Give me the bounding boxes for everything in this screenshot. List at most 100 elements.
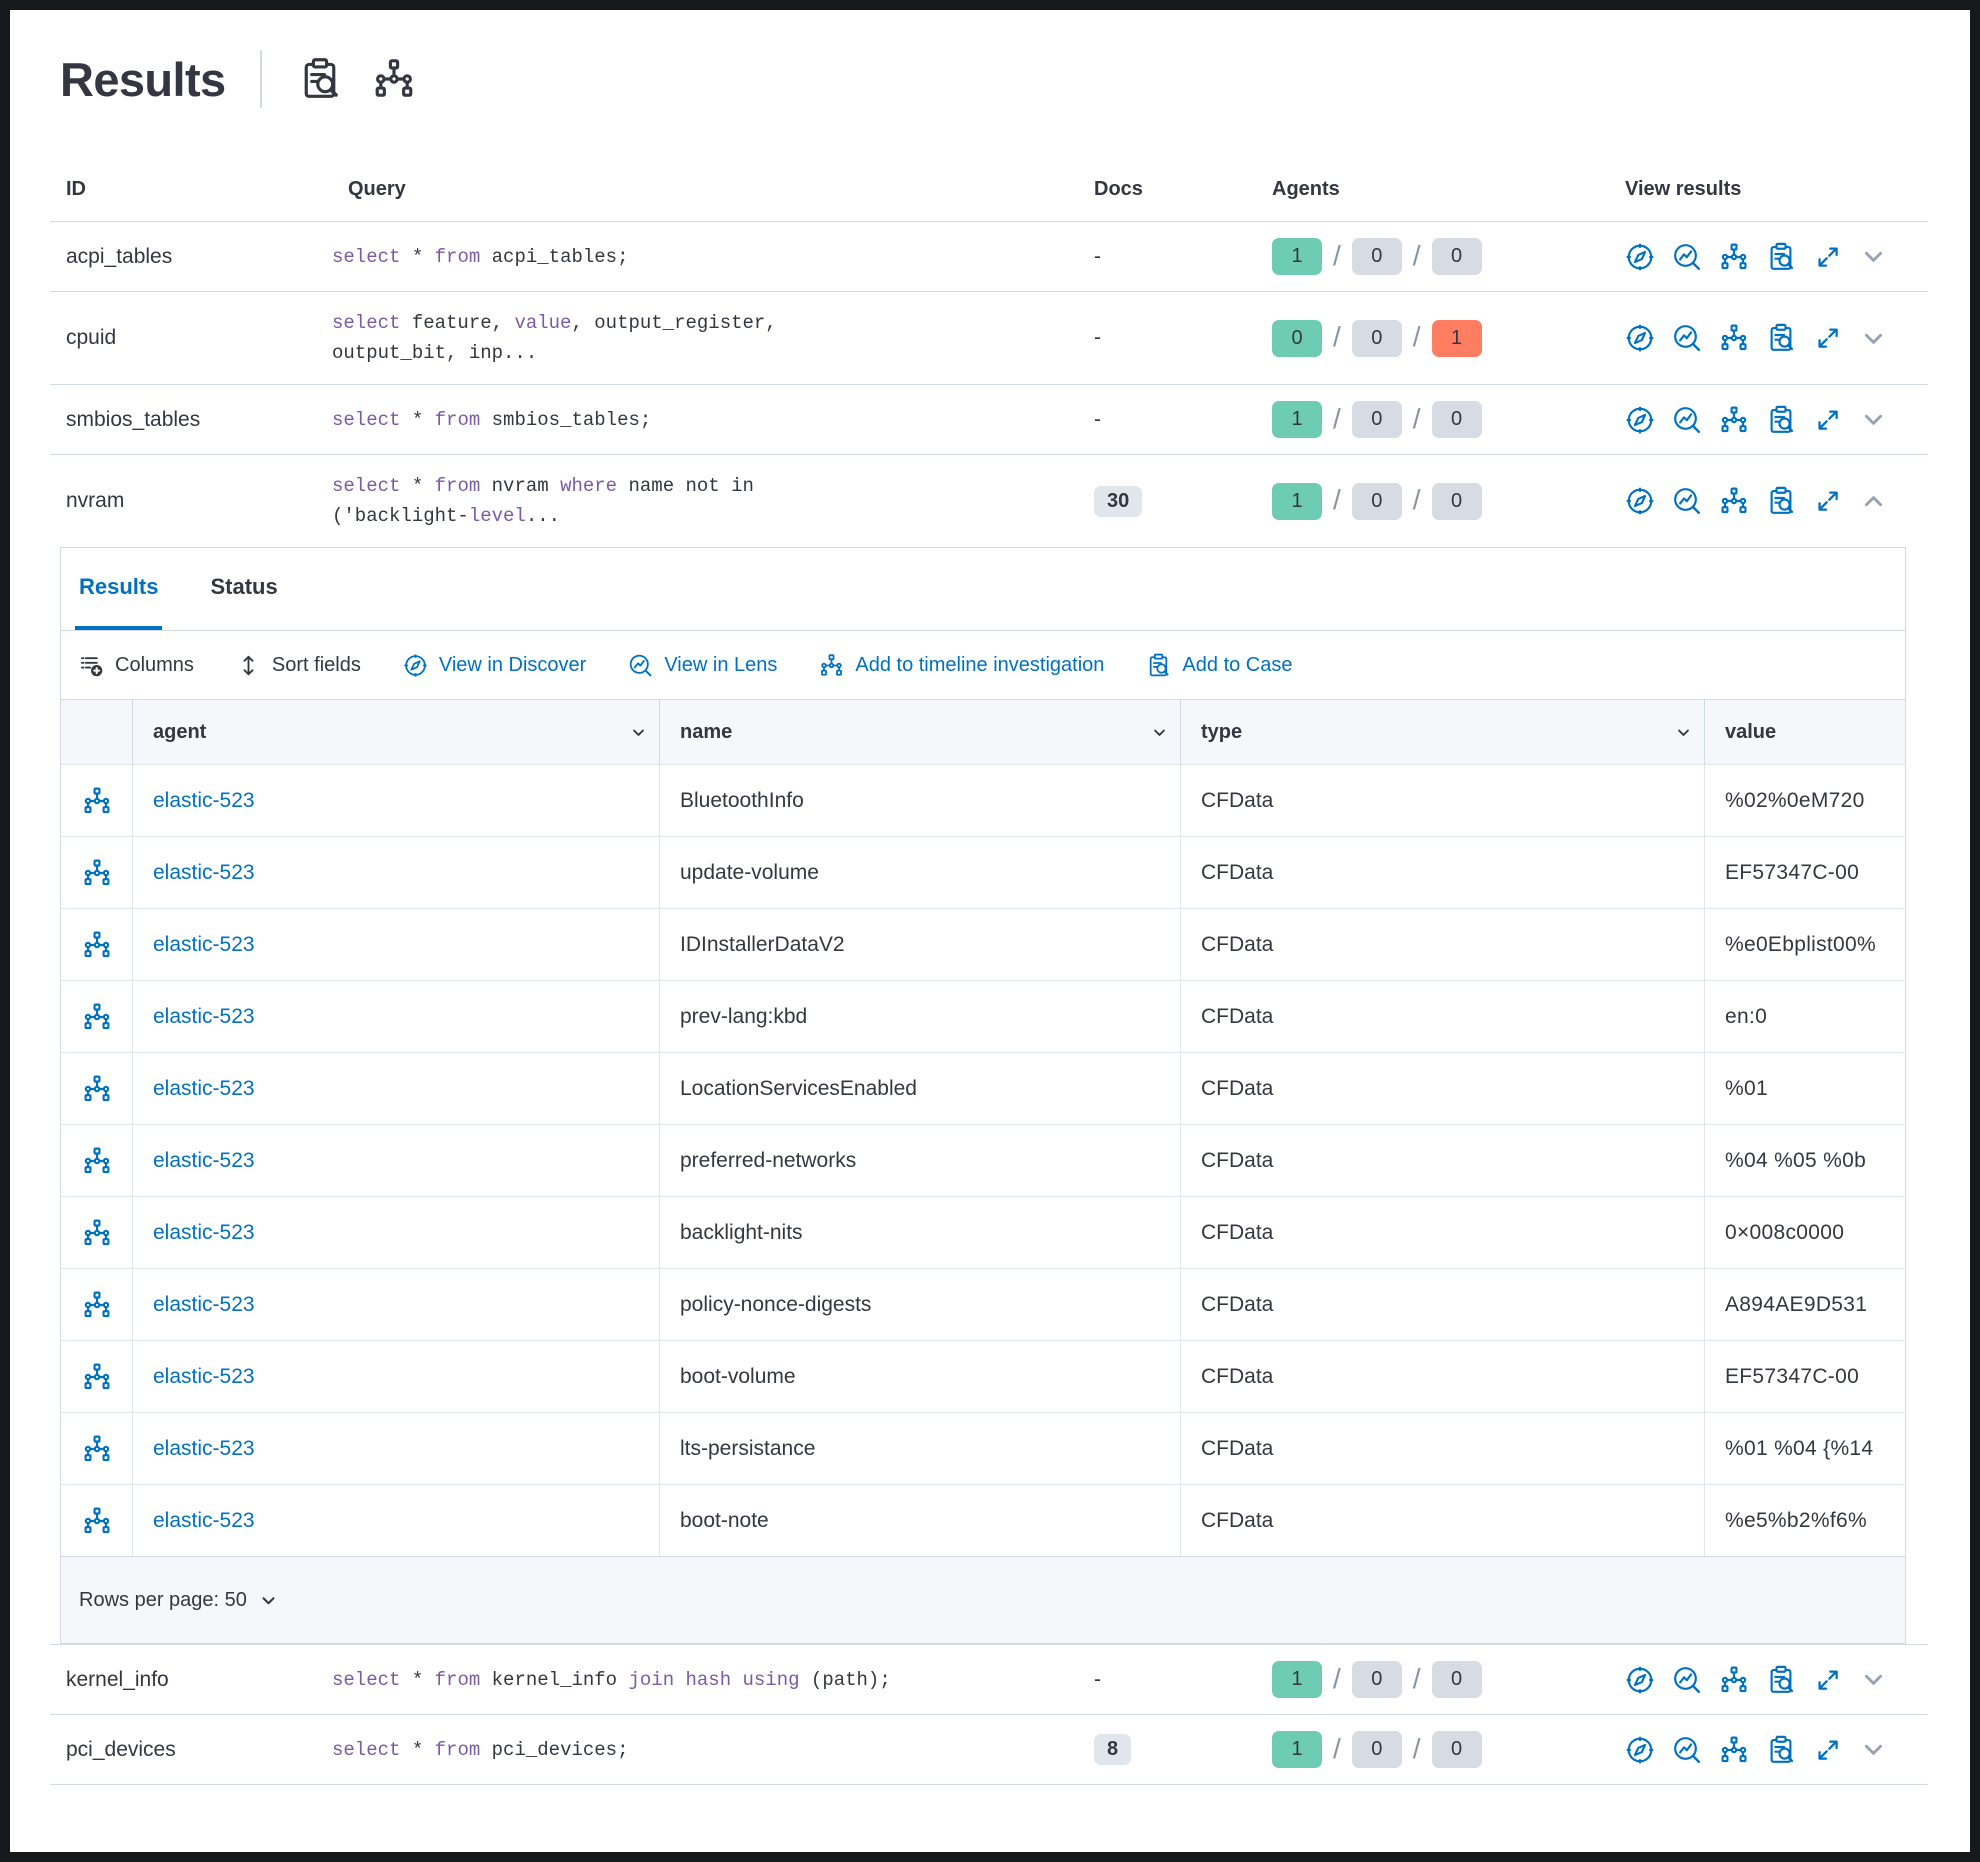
chevron-down-icon[interactable]	[259, 1591, 278, 1610]
expand-results-icon[interactable]	[1813, 323, 1843, 353]
expand-results-icon[interactable]	[1813, 486, 1843, 516]
view-in-lens-icon[interactable]	[1672, 323, 1702, 353]
toggle-expand-chevron[interactable]	[1860, 1736, 1887, 1763]
chevron-down-icon[interactable]	[1151, 724, 1168, 741]
add-to-timeline-button[interactable]: Add to timeline investigation	[819, 653, 1104, 678]
agents-failed-badge: 0	[1431, 238, 1482, 275]
add-to-case-icon[interactable]	[1766, 1735, 1796, 1765]
inspect-icon[interactable]	[298, 57, 342, 101]
add-to-case-icon[interactable]	[1766, 405, 1796, 435]
timeline-icon[interactable]	[82, 786, 112, 816]
agents-pending-badge: 0	[1351, 238, 1402, 275]
discover-icon	[403, 653, 428, 677]
view-in-discover-icon[interactable]	[1625, 1735, 1655, 1765]
agent-link[interactable]: elastic-523	[153, 788, 255, 812]
expand-results-icon[interactable]	[1813, 1735, 1843, 1765]
cell-value: %01	[1705, 1052, 1905, 1124]
view-in-discover-icon[interactable]	[1625, 405, 1655, 435]
chevron-down-icon[interactable]	[1675, 724, 1692, 741]
column-header-agent[interactable]: agent	[133, 700, 660, 764]
view-in-discover-icon[interactable]	[1625, 323, 1655, 353]
agent-link[interactable]: elastic-523	[153, 1220, 255, 1244]
column-header-type[interactable]: type	[1181, 700, 1705, 764]
expand-results-icon[interactable]	[1813, 242, 1843, 272]
data-grid-footer: Rows per page: 50	[61, 1556, 1905, 1643]
toggle-expand-chevron[interactable]	[1860, 1666, 1887, 1693]
timeline-icon[interactable]	[82, 1146, 112, 1176]
sort-icon	[243, 655, 254, 675]
view-in-lens-icon[interactable]	[1672, 1735, 1702, 1765]
add-to-case-icon[interactable]	[1766, 486, 1796, 516]
timeline-icon[interactable]	[372, 57, 416, 101]
data-grid-row: elastic-523 policy-nonce-digests CFData …	[61, 1268, 1905, 1340]
add-to-timeline-icon[interactable]	[1719, 1735, 1749, 1765]
add-to-timeline-icon[interactable]	[1719, 242, 1749, 272]
toggle-expand-chevron[interactable]	[1860, 406, 1887, 433]
chevron-down-icon[interactable]	[630, 724, 647, 741]
column-header-name[interactable]: name	[660, 700, 1181, 764]
query-result-row: acpi_tables select * from acpi_tables; -…	[50, 222, 1928, 291]
timeline-icon[interactable]	[82, 1290, 112, 1320]
sort-fields-label: Sort fields	[271, 653, 361, 676]
view-in-lens-icon[interactable]	[1672, 486, 1702, 516]
agent-link[interactable]: elastic-523	[153, 1292, 255, 1316]
query-result-row: pci_devices select * from pci_devices; 8…	[50, 1715, 1928, 1784]
tab-status[interactable]: Status	[210, 574, 278, 599]
add-to-timeline-icon[interactable]	[1719, 323, 1749, 353]
cell-name: boot-volume	[660, 1340, 1181, 1412]
row-action-cell	[61, 1052, 133, 1124]
view-in-discover-icon[interactable]	[1625, 486, 1655, 516]
timeline-icon[interactable]	[82, 1434, 112, 1464]
agent-link[interactable]: elastic-523	[153, 932, 255, 956]
query-row-block: acpi_tables select * from acpi_tables; -…	[50, 222, 1928, 292]
columns-button[interactable]: Columns	[79, 653, 194, 678]
toggle-expand-chevron[interactable]	[1860, 243, 1887, 270]
view-in-lens-icon[interactable]	[1672, 242, 1702, 272]
toggle-expand-chevron[interactable]	[1860, 325, 1887, 352]
query-id: smbios_tables	[66, 407, 201, 431]
timeline-icon[interactable]	[82, 1218, 112, 1248]
add-to-timeline-icon[interactable]	[1719, 1665, 1749, 1695]
agents-failed-badge: 0	[1431, 1731, 1482, 1768]
add-to-timeline-icon[interactable]	[1719, 486, 1749, 516]
rows-per-page[interactable]: Rows per page: 50	[79, 1588, 247, 1611]
view-in-discover-icon[interactable]	[1625, 242, 1655, 272]
cell-type: CFData	[1181, 1052, 1705, 1124]
add-to-case-icon[interactable]	[1766, 323, 1796, 353]
timeline-icon[interactable]	[82, 1362, 112, 1392]
agent-link[interactable]: elastic-523	[153, 1436, 255, 1460]
add-to-case-icon[interactable]	[1766, 242, 1796, 272]
agent-link[interactable]: elastic-523	[153, 1148, 255, 1172]
timeline-icon[interactable]	[82, 930, 112, 960]
agent-link[interactable]: elastic-523	[153, 1004, 255, 1028]
add-to-case-icon[interactable]	[1766, 1665, 1796, 1695]
agent-link[interactable]: elastic-523	[153, 860, 255, 884]
cell-name: preferred-networks	[660, 1124, 1181, 1196]
view-in-lens-icon[interactable]	[1672, 1665, 1702, 1695]
agent-link[interactable]: elastic-523	[153, 1364, 255, 1388]
agent-link[interactable]: elastic-523	[153, 1508, 255, 1532]
expand-results-icon[interactable]	[1813, 405, 1843, 435]
cell-value: %e5%b2%f6%	[1705, 1484, 1905, 1556]
add-to-case-button[interactable]: Add to Case	[1146, 653, 1293, 678]
agent-link[interactable]: elastic-523	[153, 1076, 255, 1100]
view-in-discover-icon[interactable]	[1625, 1665, 1655, 1695]
timeline-icon[interactable]	[82, 1506, 112, 1536]
query-docs-count: 8	[1072, 1734, 1262, 1765]
view-in-discover-button[interactable]: View in Discover	[403, 653, 586, 678]
timeline-icon[interactable]	[82, 858, 112, 888]
expand-results-icon[interactable]	[1813, 1665, 1843, 1695]
sort-fields-button[interactable]: Sort fields	[236, 653, 361, 678]
query-view-actions	[1617, 405, 1928, 435]
view-in-lens-icon[interactable]	[1672, 405, 1702, 435]
cell-type: CFData	[1181, 1268, 1705, 1340]
view-in-lens-button[interactable]: View in Lens	[628, 653, 777, 678]
toggle-expand-chevron[interactable]	[1860, 488, 1887, 515]
timeline-icon[interactable]	[82, 1002, 112, 1032]
data-grid-header: agent name type value	[61, 700, 1905, 764]
tab-results[interactable]: Results	[75, 548, 163, 630]
timeline-icon[interactable]	[82, 1074, 112, 1104]
column-header-value[interactable]: value	[1705, 700, 1905, 764]
page-title: Results	[60, 52, 226, 106]
add-to-timeline-icon[interactable]	[1719, 405, 1749, 435]
